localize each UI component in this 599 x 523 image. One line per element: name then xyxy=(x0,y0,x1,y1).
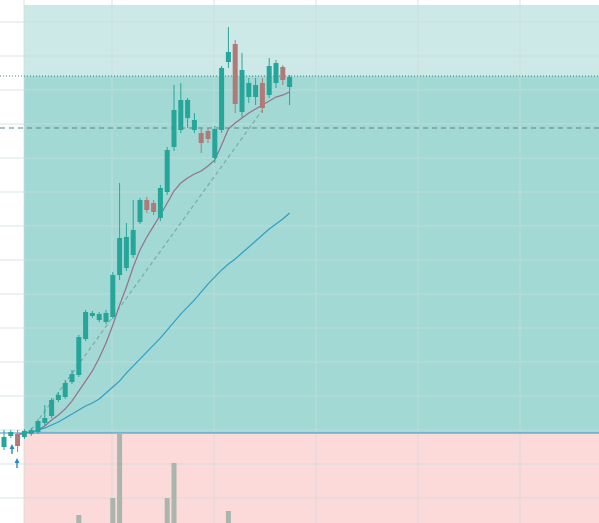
candle-body xyxy=(83,312,89,339)
candle-body xyxy=(191,120,197,130)
candle-body xyxy=(198,133,204,143)
moving-average-line xyxy=(24,212,290,434)
candle-body xyxy=(287,77,293,87)
upper-zone xyxy=(24,5,599,76)
lower-zone xyxy=(24,433,599,523)
candle-body xyxy=(225,52,231,62)
candle-body xyxy=(110,275,116,317)
candle-body xyxy=(239,70,245,112)
candle-body xyxy=(130,230,136,255)
candle-body xyxy=(266,66,272,95)
candle-body xyxy=(117,238,123,275)
candle-body xyxy=(55,395,61,400)
candle-body xyxy=(151,203,157,212)
candle-body xyxy=(144,200,150,210)
candle-body xyxy=(246,83,252,97)
volume-bar xyxy=(110,498,116,523)
volume-bar xyxy=(164,498,170,523)
candle-body xyxy=(178,100,184,130)
candle-body xyxy=(253,85,259,97)
signal-arrows xyxy=(9,444,20,468)
candle-body xyxy=(164,150,170,192)
candle-body xyxy=(21,431,27,437)
candle-body xyxy=(69,374,75,382)
candle-body xyxy=(35,421,41,432)
candle-body xyxy=(232,44,238,104)
candle-body xyxy=(28,430,34,434)
candle-body xyxy=(103,313,109,322)
candle-body xyxy=(280,67,286,80)
volume-bar xyxy=(225,511,231,523)
candle-body xyxy=(89,313,95,316)
candle-body xyxy=(8,432,14,436)
candle-body xyxy=(171,110,177,147)
candle-body xyxy=(15,434,21,446)
moving-average-line xyxy=(17,91,290,436)
candle-body xyxy=(76,337,82,375)
candle-body xyxy=(212,129,218,158)
candle-body xyxy=(123,237,129,268)
candle-body xyxy=(1,437,7,447)
candle-body xyxy=(96,314,102,320)
candle-body xyxy=(137,200,143,222)
candle-body xyxy=(62,383,68,397)
main-zone xyxy=(24,76,599,433)
candle-body xyxy=(185,100,191,118)
candle-body xyxy=(259,83,265,108)
candle-body xyxy=(157,188,163,218)
candle-body xyxy=(42,418,48,423)
candle-body xyxy=(273,63,279,83)
candle-body xyxy=(205,131,211,139)
candle-body xyxy=(219,68,225,130)
volume-bar xyxy=(76,515,82,523)
volume-bar xyxy=(117,433,123,523)
candle-body xyxy=(49,400,55,416)
volume-bar xyxy=(171,463,177,523)
